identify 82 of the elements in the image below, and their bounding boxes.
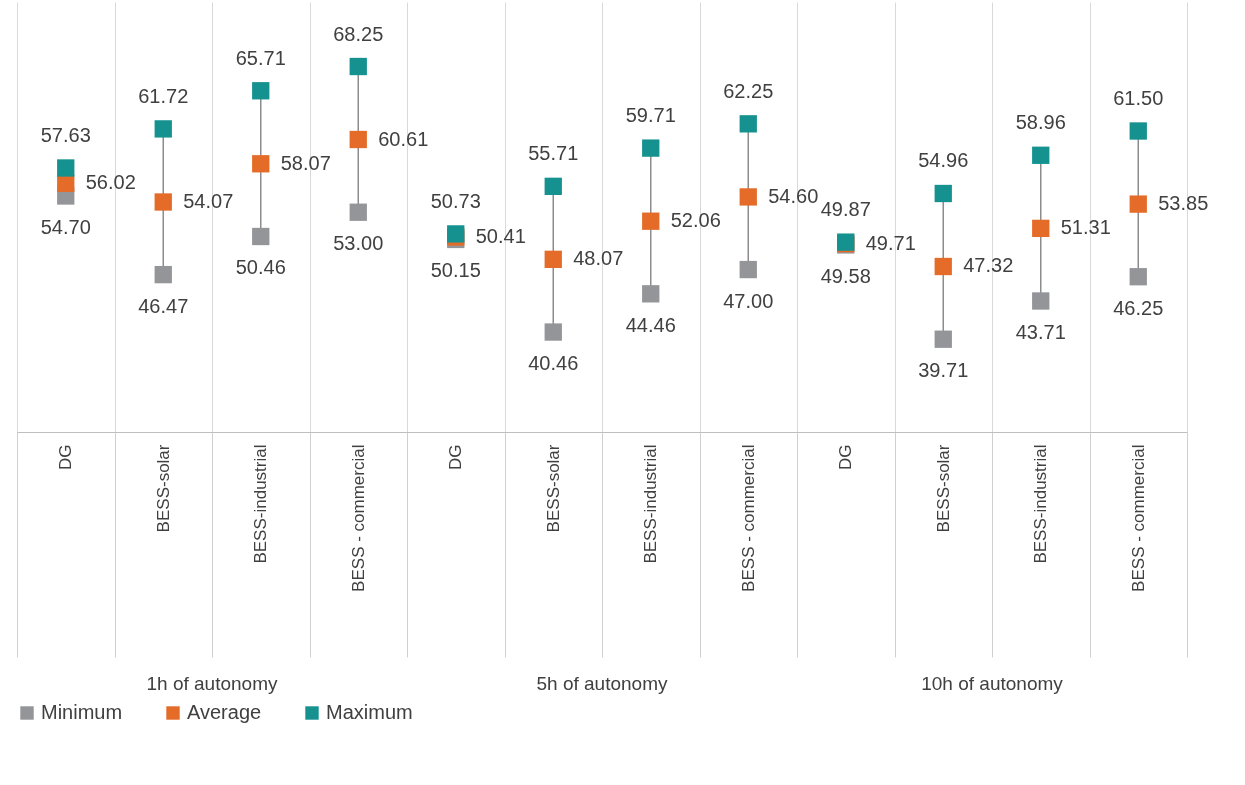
data-label: 58.96 bbox=[1015, 111, 1066, 134]
point bbox=[544, 250, 562, 268]
data-label: 61.72 bbox=[138, 84, 189, 107]
data-label: 57.63 bbox=[40, 123, 91, 146]
data-label: 54.70 bbox=[40, 215, 91, 238]
x-tick-label: BESS-industrial bbox=[251, 444, 271, 564]
x-tick-label: BESS - commercial bbox=[738, 444, 758, 592]
point bbox=[934, 184, 952, 203]
text: 5h of autonomy bbox=[536, 673, 668, 694]
data-label: 47.00 bbox=[723, 289, 774, 312]
point bbox=[1032, 219, 1050, 238]
data-label: 49.87 bbox=[820, 198, 871, 221]
data-label: 47.32 bbox=[963, 254, 1014, 277]
legend-label: Average bbox=[187, 701, 262, 723]
legend-label: Maximum bbox=[326, 701, 413, 723]
data-label: 62.25 bbox=[723, 79, 774, 102]
data-label: 56.02 bbox=[85, 171, 136, 194]
data-label: 54.96 bbox=[918, 149, 969, 172]
data-label: 51.31 bbox=[1060, 216, 1111, 239]
point bbox=[154, 265, 172, 284]
point bbox=[642, 139, 660, 157]
x-tick-label: BESS-solar bbox=[933, 444, 953, 533]
point bbox=[154, 120, 172, 138]
data-label: 49.58 bbox=[820, 264, 871, 287]
data-label: 55.71 bbox=[528, 142, 579, 165]
point bbox=[349, 130, 367, 149]
data-label: 43.71 bbox=[1015, 320, 1066, 343]
data-label: 54.60 bbox=[768, 184, 819, 207]
point bbox=[252, 82, 270, 100]
point bbox=[934, 330, 952, 348]
point bbox=[154, 193, 172, 211]
point bbox=[1032, 292, 1050, 310]
data-label: 50.15 bbox=[430, 259, 481, 282]
point bbox=[642, 285, 660, 303]
data-label: 54.07 bbox=[183, 190, 234, 212]
point bbox=[739, 115, 757, 133]
point bbox=[642, 212, 660, 230]
data-label: 53.00 bbox=[333, 232, 384, 255]
x-tick-label: BESS-solar bbox=[543, 444, 563, 533]
text: 1h of autonomy bbox=[146, 673, 278, 694]
data-label: 44.46 bbox=[625, 313, 676, 336]
text: 10h of autonomy bbox=[921, 673, 1064, 694]
point bbox=[544, 177, 562, 195]
point bbox=[1129, 195, 1147, 213]
point bbox=[1129, 268, 1147, 286]
x-tick-label: BESS-industrial bbox=[1031, 444, 1051, 564]
data-label: 39.71 bbox=[918, 359, 969, 382]
x-tick-label: BESS - commercial bbox=[1128, 444, 1148, 592]
data-label: 46.47 bbox=[138, 294, 189, 317]
point bbox=[1032, 146, 1050, 164]
data-label: 61.50 bbox=[1113, 87, 1164, 109]
data-label: 65.71 bbox=[235, 46, 286, 69]
data-label: 59.71 bbox=[625, 104, 676, 127]
x-tick-label: DG bbox=[56, 444, 76, 470]
point bbox=[57, 159, 75, 177]
x-tick-label: BESS-solar bbox=[153, 444, 173, 533]
point bbox=[349, 203, 367, 221]
point bbox=[544, 323, 562, 341]
data-label: 50.73 bbox=[430, 189, 481, 212]
data-label: 60.61 bbox=[378, 127, 429, 150]
point bbox=[1129, 122, 1147, 140]
data-label: 49.71 bbox=[865, 231, 916, 254]
data-label: 50.46 bbox=[235, 256, 286, 279]
point bbox=[934, 257, 952, 276]
point bbox=[252, 155, 270, 173]
data-label: 48.07 bbox=[573, 247, 624, 270]
data-label: 58.07 bbox=[280, 151, 331, 174]
x-tick-label: DG bbox=[836, 444, 856, 470]
data-label: 40.46 bbox=[528, 352, 579, 375]
data-label: 52.06 bbox=[670, 209, 721, 232]
x-tick-label: BESS - commercial bbox=[348, 444, 368, 592]
x-tick-label: BESS-industrial bbox=[641, 444, 661, 564]
data-label: 53.85 bbox=[1158, 192, 1209, 215]
x-tick-label: DG bbox=[446, 444, 466, 470]
point bbox=[739, 260, 757, 279]
point bbox=[252, 227, 270, 246]
legend-label: Minimum bbox=[41, 701, 123, 723]
data-label: 46.25 bbox=[1113, 296, 1164, 319]
data-label: 68.25 bbox=[333, 22, 384, 45]
data-label: 50.41 bbox=[475, 224, 526, 247]
point bbox=[349, 57, 367, 76]
point bbox=[739, 188, 757, 206]
